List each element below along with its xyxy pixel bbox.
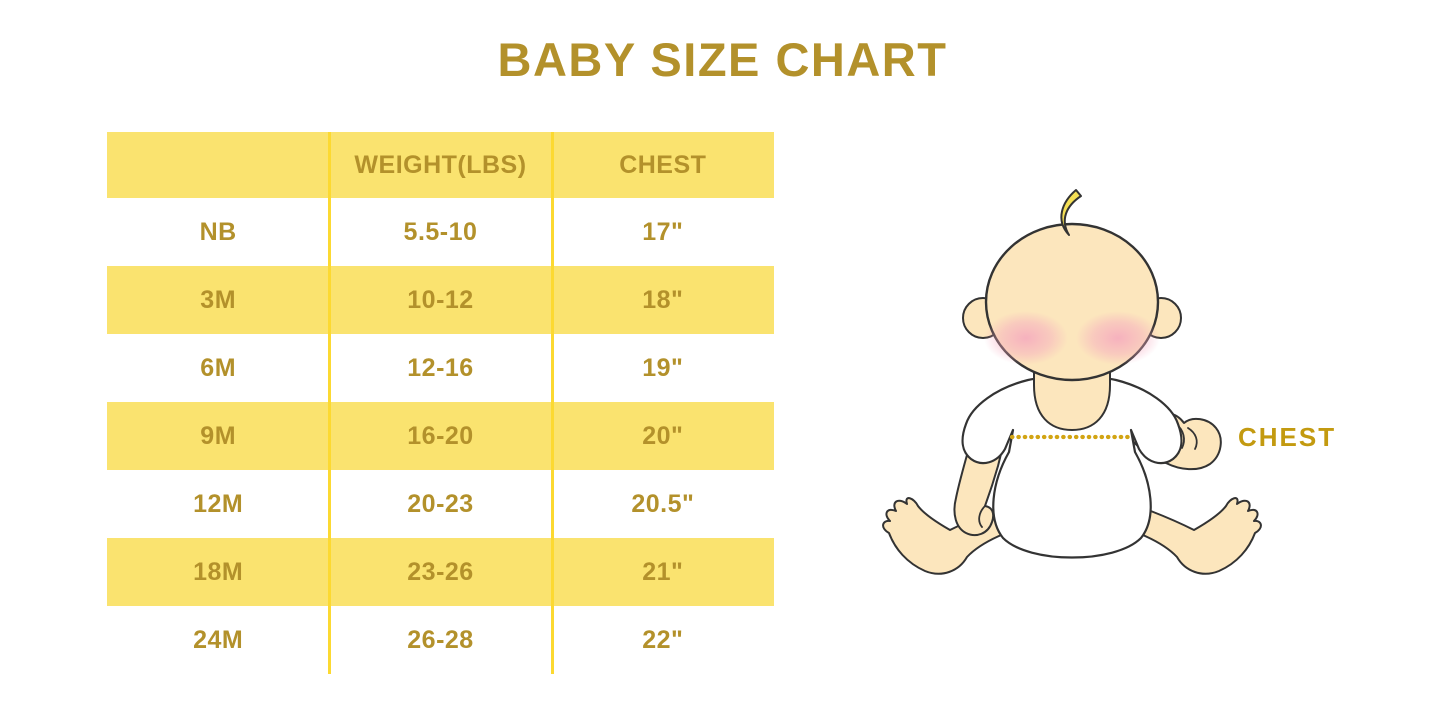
baby-shirt xyxy=(961,375,1183,559)
size-cell: 6M xyxy=(200,353,237,382)
size-cell: NB xyxy=(199,217,237,246)
weight-cell: 10-12 xyxy=(407,285,474,314)
chest-cell: 20" xyxy=(642,421,684,450)
baby-blush-left xyxy=(984,311,1068,365)
baby-hand-left-fingers xyxy=(978,505,986,528)
column-header-weight: WEIGHT(LBS) xyxy=(354,150,527,179)
table-row: NB 5.5-10 17" xyxy=(107,198,774,266)
size-cell: 18M xyxy=(193,557,244,586)
page-title: BABY SIZE CHART xyxy=(497,33,948,86)
chest-cell: 17" xyxy=(642,217,684,246)
column-divider xyxy=(551,132,554,674)
table-row: 6M 12-16 19" xyxy=(107,334,774,402)
chest-cell: 21" xyxy=(642,557,684,586)
weight-cell: 12-16 xyxy=(407,353,474,382)
chest-cell: 19" xyxy=(642,353,684,382)
baby-illustration: CHEST xyxy=(870,180,1350,610)
table-row: 9M 16-20 20" xyxy=(107,402,774,470)
chest-cell: 20.5" xyxy=(631,489,695,518)
chest-cell: 22" xyxy=(642,625,684,654)
weight-cell: 16-20 xyxy=(407,421,474,450)
size-cell: 9M xyxy=(200,421,237,450)
baby-hair-curl-icon xyxy=(1060,189,1082,236)
table-row: 24M 26-28 22" xyxy=(107,606,774,674)
baby-size-table: WEIGHT(LBS) CHEST NB 5.5-10 17" 3M 10-12… xyxy=(107,132,774,674)
weight-cell: 5.5-10 xyxy=(403,217,478,246)
column-divider xyxy=(328,132,331,674)
size-cell: 24M xyxy=(193,625,244,654)
table-header-row: WEIGHT(LBS) CHEST xyxy=(107,132,774,198)
column-header-chest: CHEST xyxy=(619,150,707,179)
weight-cell: 20-23 xyxy=(407,489,474,518)
baby-illustration-svg: CHEST xyxy=(882,189,1336,575)
table-row: 12M 20-23 20.5" xyxy=(107,470,774,538)
table-row: 18M 23-26 21" xyxy=(107,538,774,606)
size-cell: 3M xyxy=(200,285,237,314)
weight-cell: 23-26 xyxy=(407,557,474,586)
table-row: 3M 10-12 18" xyxy=(107,266,774,334)
baby-blush-right xyxy=(1076,311,1160,365)
chest-label: CHEST xyxy=(1238,422,1336,452)
size-cell: 12M xyxy=(193,489,244,518)
weight-cell: 26-28 xyxy=(407,625,474,654)
chest-cell: 18" xyxy=(642,285,684,314)
